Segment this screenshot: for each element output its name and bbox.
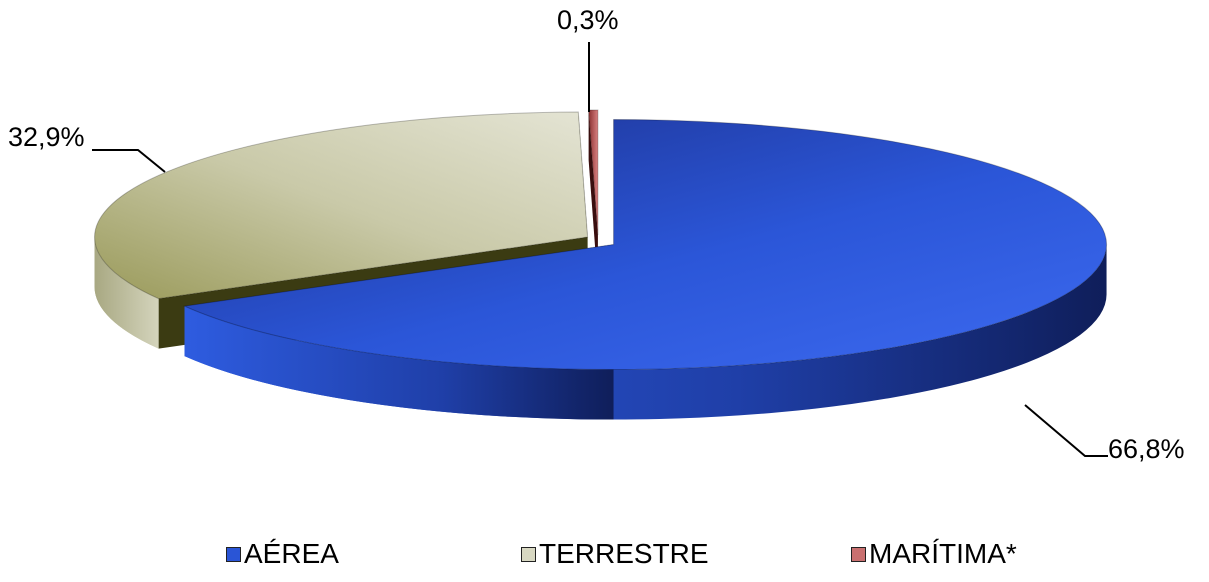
legend-label-maritima: MARÍTIMA* [869, 538, 1017, 569]
legend-swatch-maritima [851, 546, 866, 562]
legend-label-terrestre: TERRESTRE [539, 538, 709, 569]
slice-label-aerea: 66,8% [1108, 434, 1185, 464]
slice-terrestre-side-left [94, 237, 159, 349]
legend-swatch-terrestre [521, 546, 536, 562]
legend: AÉREA TERRESTRE MARÍTIMA* [0, 538, 1209, 578]
leader-line-terrestre [92, 149, 166, 173]
legend-item-aerea: AÉREA [226, 538, 339, 570]
legend-item-maritima: MARÍTIMA* [851, 538, 1017, 570]
leader-line-aerea [1024, 404, 1108, 457]
slice-aerea-side-left [184, 306, 614, 420]
legend-label-aerea: AÉREA [244, 538, 339, 569]
legend-swatch-aerea [226, 546, 241, 562]
slice-label-terrestre: 32,9% [8, 122, 85, 152]
slice-maritima-cut-face-0 [588, 110, 598, 286]
slice-label-maritima: 0,3% [557, 5, 619, 35]
legend-item-terrestre: TERRESTRE [521, 538, 709, 570]
slice-aerea-top [182, 119, 1108, 371]
slice-terrestre-top [94, 111, 589, 300]
slice-aerea [182, 119, 1108, 420]
